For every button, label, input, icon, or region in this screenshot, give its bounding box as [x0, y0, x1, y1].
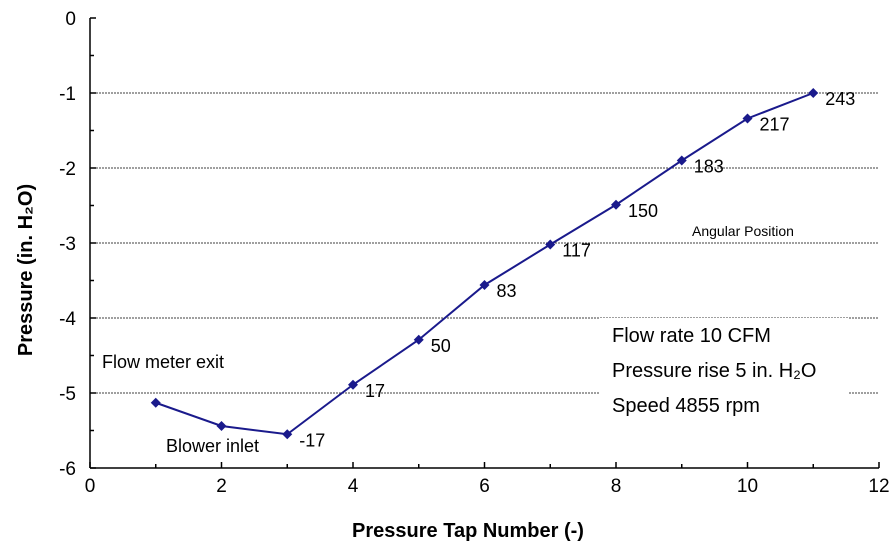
data-point [676, 155, 687, 166]
point-labels: -17 17 50 83 117 150 183 217 243 [299, 89, 855, 450]
y-tick-label: -4 [59, 309, 76, 330]
data-point [413, 334, 424, 345]
data-point [611, 199, 621, 210]
pressure-rise-annotation: Pressure rise 5 in. H₂O [612, 360, 817, 382]
data-point [216, 421, 227, 431]
point-label: 50 [431, 336, 451, 356]
axes: 0 -1 -2 -3 -4 -5 -6 0 2 4 6 8 10 12 [59, 9, 889, 497]
point-label: 83 [497, 281, 517, 301]
data-point [479, 280, 490, 290]
x-tick-label: 4 [348, 476, 359, 497]
blower-inlet-annotation: Blower inlet [166, 436, 259, 456]
x-axis-title: Pressure Tap Number (-) [352, 520, 584, 542]
data-point [150, 397, 161, 408]
y-tick-label: -5 [59, 384, 76, 405]
data-point [348, 379, 358, 390]
y-axis-title: Pressure (in. H₂O) [15, 184, 37, 356]
x-tick-label: 6 [479, 476, 490, 497]
point-label: 150 [628, 201, 658, 221]
data-point [545, 239, 556, 250]
point-label: -17 [299, 430, 325, 450]
x-tick-label: 2 [216, 476, 227, 497]
data-point [742, 113, 753, 124]
y-tick-label: -3 [59, 234, 76, 255]
data-point [808, 88, 819, 98]
x-tick-label: 8 [611, 476, 622, 497]
series-layer [150, 88, 819, 440]
point-label: 183 [694, 157, 724, 177]
point-label: 117 [562, 241, 591, 261]
data-point [282, 429, 293, 440]
y-tick-label: -2 [59, 159, 76, 180]
point-label: 217 [760, 115, 790, 135]
y-tick-label: 0 [65, 9, 76, 30]
point-label: 17 [365, 381, 385, 401]
x-tick-label: 0 [85, 476, 96, 497]
x-tick-label: 10 [737, 476, 758, 497]
speed-annotation: Speed 4855 rpm [612, 395, 760, 417]
info-box [600, 318, 848, 422]
y-tick-label: -1 [59, 84, 76, 105]
x-tick-label: 12 [868, 476, 889, 497]
y-tick-label: -6 [59, 459, 76, 480]
flow-rate-annotation: Flow rate 10 CFM [612, 325, 771, 347]
flow-meter-exit-annotation: Flow meter exit [102, 352, 224, 372]
point-label: 243 [825, 89, 855, 109]
angular-position-annotation: Angular Position [692, 223, 794, 239]
